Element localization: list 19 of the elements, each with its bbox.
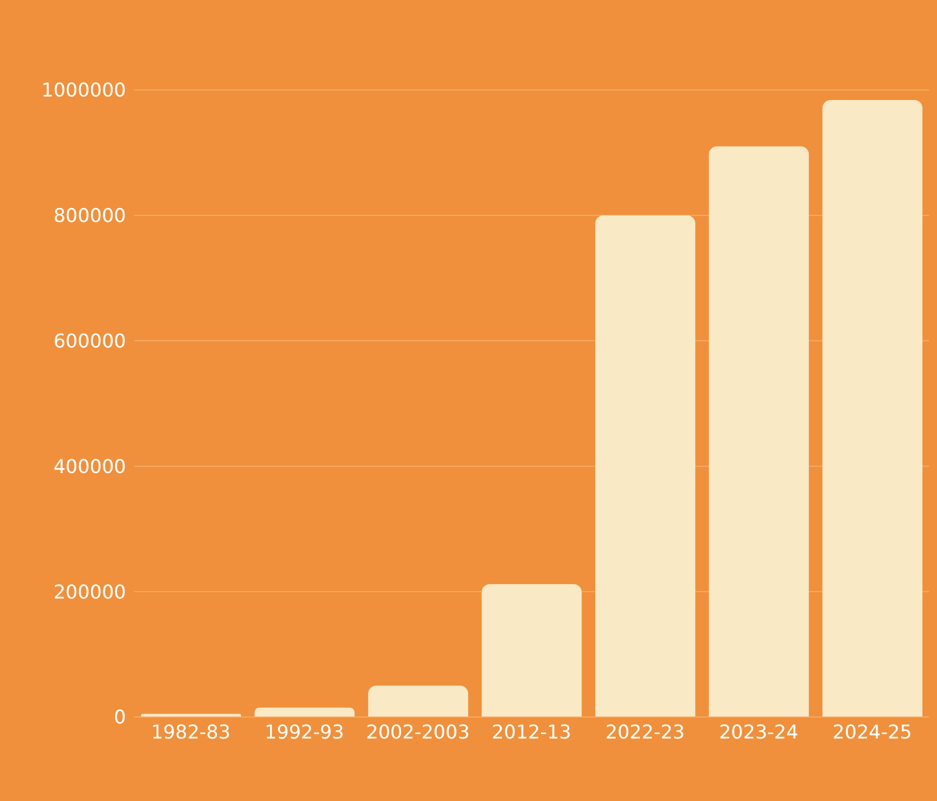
y-tick-label: 1000000 [41,80,126,102]
y-tick-label: 800000 [53,205,126,228]
y-tick-label: 0 [114,706,126,729]
x-tick-label: 2012-13 [492,721,572,744]
bar [595,215,696,717]
x-tick-label: 2022-23 [605,721,685,744]
x-tick-label: 2023-24 [718,721,798,744]
x-tick-label: 1992-93 [264,721,344,744]
x-tick-label: 2024-25 [832,721,912,744]
bar [254,708,355,717]
y-tick-label: 400000 [53,456,126,478]
bar [482,584,582,717]
x-tick-label: 1982-83 [151,721,230,744]
bar [822,100,922,717]
y-tick-label: 600000 [53,330,126,353]
bar [368,686,468,717]
bar [708,146,809,717]
x-tick-label: 2002-2003 [366,721,470,744]
y-tick-label: 200000 [53,581,126,604]
